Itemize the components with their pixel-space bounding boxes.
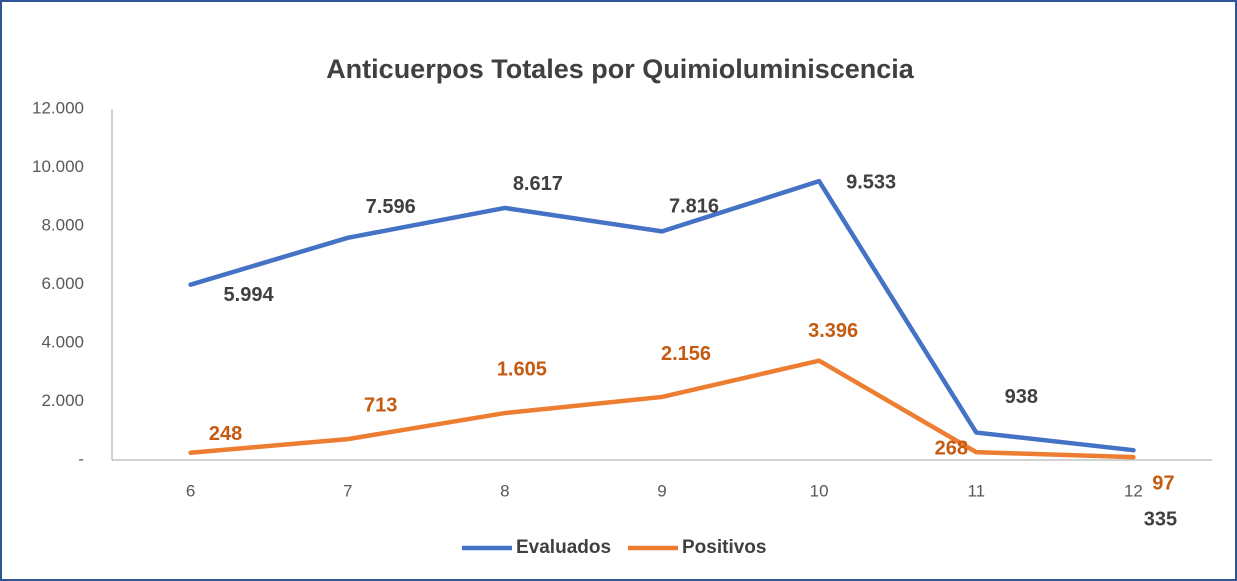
- y-tick-label: 4.000: [41, 332, 84, 351]
- data-label: 9.533: [846, 171, 896, 193]
- data-label: 8.617: [513, 173, 563, 195]
- data-label: 335: [1144, 508, 1177, 530]
- data-label: 97: [1152, 472, 1174, 494]
- x-tick-label: 6: [186, 481, 195, 500]
- data-label: 5.994: [224, 284, 275, 306]
- y-tick-label: 6.000: [41, 274, 84, 293]
- data-label: 248: [209, 423, 242, 445]
- data-label: 268: [935, 437, 968, 459]
- data-label: 713: [364, 394, 397, 416]
- x-tick-label: 10: [810, 481, 829, 500]
- series-line: [188, 358, 1136, 460]
- x-tick-label: 9: [657, 481, 666, 500]
- data-label: 7.596: [366, 196, 416, 218]
- x-tick-label: 7: [343, 481, 352, 500]
- y-tick-label: 8.000: [41, 215, 84, 234]
- x-tick-label: 12: [1124, 481, 1143, 500]
- data-label: 2.156: [661, 343, 711, 365]
- x-tick-label: 8: [500, 481, 509, 500]
- data-label: 938: [1005, 386, 1038, 408]
- legend-label: Positivos: [682, 537, 766, 558]
- y-tick-label: 12.000: [32, 98, 84, 117]
- data-label: 7.816: [669, 196, 719, 218]
- series-line: [188, 178, 1136, 453]
- legend-label: Evaluados: [516, 537, 611, 558]
- data-label: 1.605: [497, 358, 547, 380]
- chart-title: Anticuerpos Totales por Quimioluminiscen…: [326, 54, 915, 84]
- y-tick-label: -: [78, 449, 84, 468]
- data-label: 3.396: [808, 320, 858, 342]
- y-tick-label: 2.000: [41, 391, 84, 410]
- x-tick-label: 11: [967, 481, 985, 500]
- y-tick-label: 10.000: [32, 157, 84, 176]
